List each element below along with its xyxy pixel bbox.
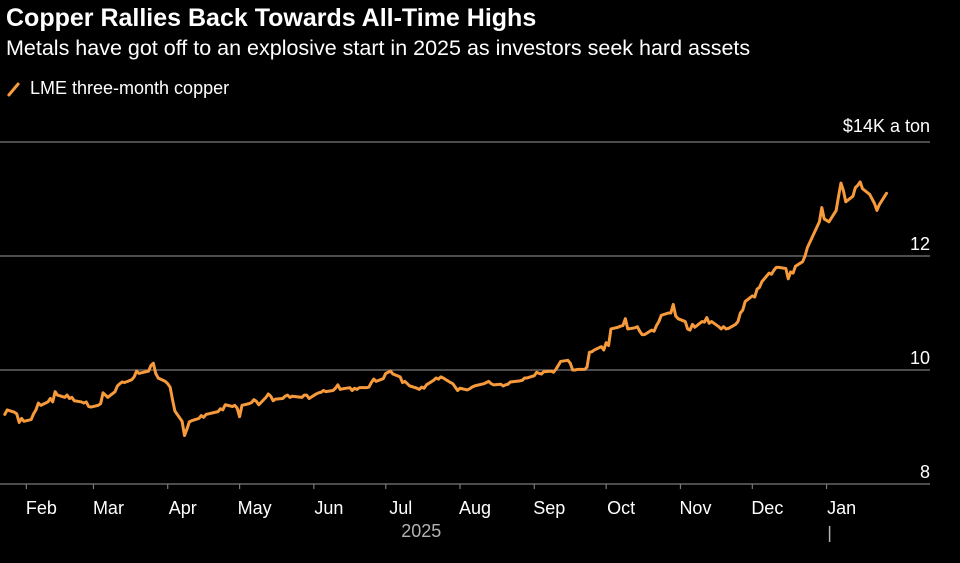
x-tick-label-mar: Mar [93, 498, 124, 518]
chart-title: Copper Rallies Back Towards All-Time Hig… [6, 4, 537, 32]
y-tick-label-10000: 10 [910, 348, 930, 368]
x-tick-label-oct: Oct [607, 498, 635, 518]
x-tick-label-sep: Sep [533, 498, 565, 518]
legend: LME three-month copper [6, 78, 229, 99]
x-tick-label-apr: Apr [169, 498, 197, 518]
x-tick-label-dec: Dec [751, 498, 783, 518]
series-line-lme-copper [3, 180, 888, 438]
y-tick-label-8000: 8 [920, 462, 930, 482]
x-tick-label-feb: Feb [26, 498, 57, 518]
x-tick-label-may: May [238, 498, 272, 518]
x-tick-label-jan: Jan [827, 498, 856, 518]
y-unit-label: $14K a ton [843, 116, 930, 136]
x-tick-label-nov: Nov [679, 498, 711, 518]
x-tick-label-jul: Jul [389, 498, 412, 518]
legend-entry-lme-copper: LME three-month copper [30, 78, 230, 98]
x-tick-label-jun: Jun [314, 498, 343, 518]
y-tick-label-12000: 12 [910, 234, 930, 254]
chart-subtitle: Metals have got off to an explosive star… [6, 36, 751, 60]
x-tick-label-aug: Aug [459, 498, 491, 518]
x-year-label: 2025 [401, 521, 441, 541]
